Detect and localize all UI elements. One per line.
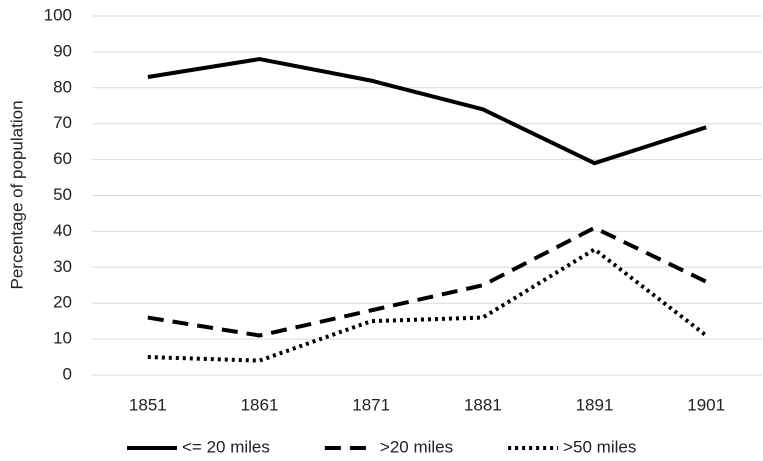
y-tick-label: 100 <box>44 5 72 24</box>
y-tick-label: 10 <box>53 329 72 348</box>
x-tick-label: 1901 <box>687 395 725 414</box>
y-axis-label: Percentage of population <box>7 100 26 289</box>
y-tick-label: 0 <box>63 364 72 383</box>
legend-label: <= 20 miles <box>182 437 270 456</box>
series-line <box>147 225 708 338</box>
legend-label: >50 miles <box>563 437 636 456</box>
x-tick-label: 1851 <box>129 395 167 414</box>
y-tick-label: 50 <box>53 185 72 204</box>
x-tick-label: 1881 <box>464 395 502 414</box>
x-tick-label: 1861 <box>241 395 279 414</box>
y-tick-label: 70 <box>53 113 72 132</box>
series-line <box>147 57 707 166</box>
y-tick-label: 40 <box>53 221 72 240</box>
y-tick-label: 60 <box>53 149 72 168</box>
y-tick-label: 90 <box>53 41 72 60</box>
y-tick-label: 80 <box>53 77 72 96</box>
x-tick-label: 1871 <box>352 395 390 414</box>
series-line <box>147 247 708 363</box>
y-tick-label: 20 <box>53 293 72 312</box>
y-tick-label: 30 <box>53 257 72 276</box>
legend-label: >20 miles <box>380 437 453 456</box>
x-tick-label: 1891 <box>576 395 614 414</box>
